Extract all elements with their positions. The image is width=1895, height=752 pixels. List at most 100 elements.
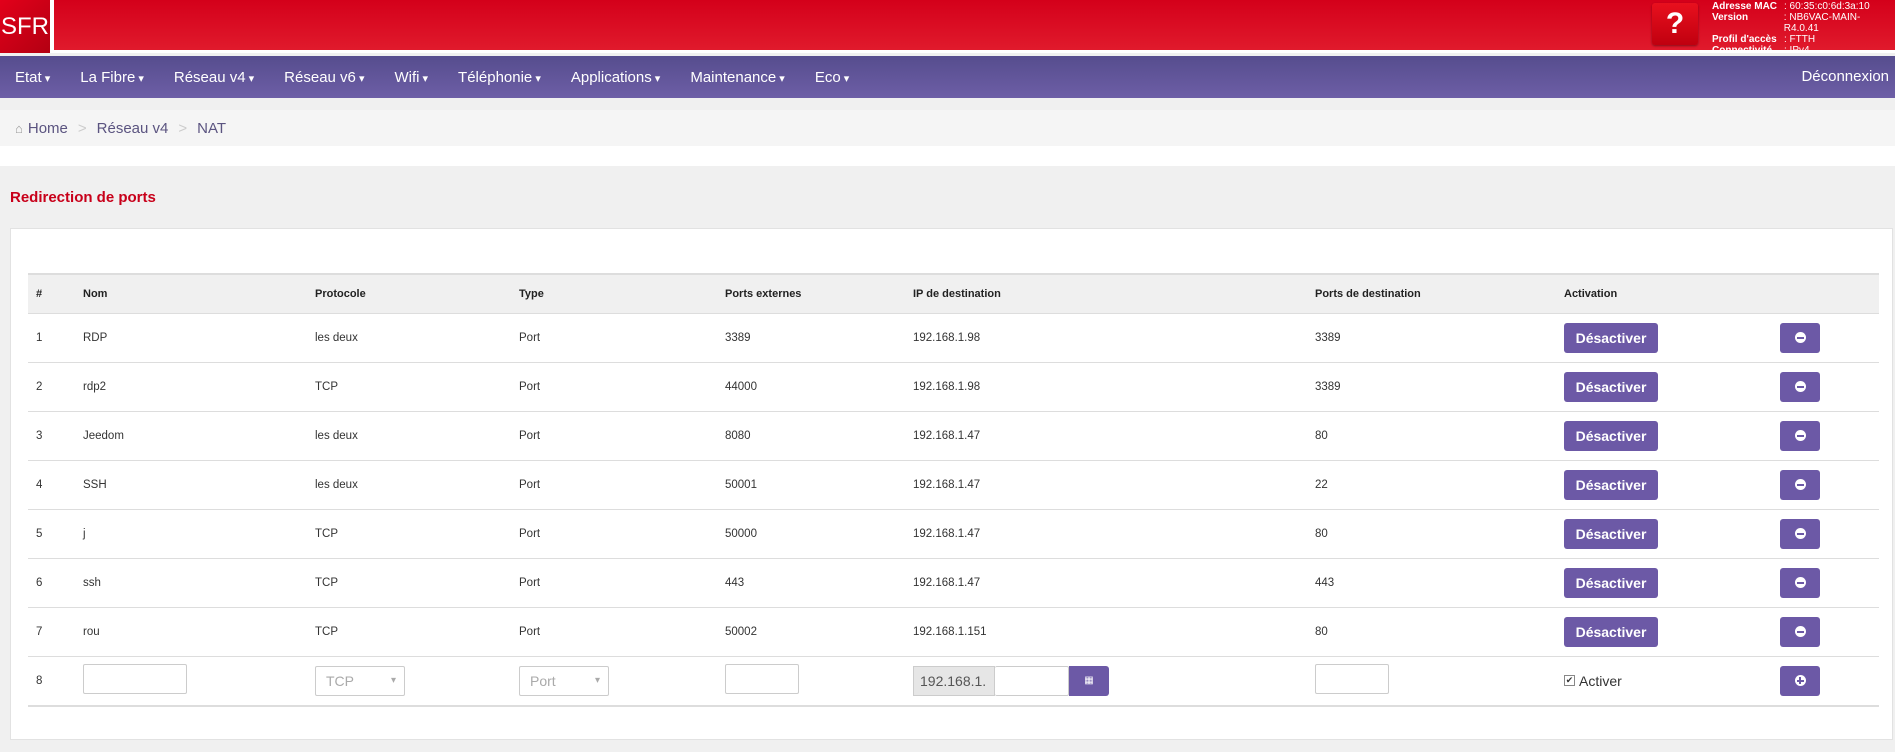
- table-row: 5 j TCP Port 50000 192.168.1.47 80 Désactiver: [28, 509, 1879, 559]
- column-header: [1780, 273, 1879, 314]
- cell: 443: [725, 558, 913, 608]
- delete-rule-button[interactable]: [1780, 518, 1820, 549]
- cell: TCP: [315, 607, 519, 657]
- cell: 8080: [725, 411, 913, 461]
- table-row: 7 rou TCP Port 50002 192.168.1.151 80 Désactive…: [28, 607, 1879, 657]
- cell: 2: [28, 362, 83, 412]
- deactivate-button[interactable]: Désactiver: [1564, 420, 1658, 451]
- cell: 192.168.1.47: [913, 411, 1315, 461]
- cell: ssh: [83, 558, 315, 608]
- help-button[interactable]: ?: [1652, 3, 1698, 45]
- logout-link[interactable]: Déconnexion: [1801, 68, 1889, 85]
- ip-suffix-input[interactable]: [995, 665, 1069, 696]
- device-grid-button[interactable]: ▦: [1069, 665, 1109, 696]
- nav-item[interactable]: Réseau v6: [269, 69, 379, 86]
- cell: Port: [519, 607, 725, 657]
- minus-circle-icon: [1794, 577, 1806, 588]
- info-row: Connectivité: IPv4: [1712, 45, 1810, 56]
- info-row: Adresse MAC: 60:35:c0:6d:3a:10: [1712, 1, 1870, 12]
- type-select[interactable]: Port: [519, 665, 609, 696]
- cell: 1: [28, 313, 83, 363]
- deactivate-button[interactable]: Désactiver: [1564, 322, 1658, 353]
- cell: 50002: [725, 607, 913, 657]
- deactivate-button[interactable]: Désactiver: [1564, 469, 1658, 500]
- table-row: 1 RDP les deux Port 3389 192.168.1.98 3389 Désa…: [28, 313, 1879, 363]
- delete-rule-button[interactable]: [1780, 567, 1820, 598]
- breadcrumb-nat: NAT: [197, 119, 227, 137]
- cell: 22: [1315, 460, 1564, 510]
- protocol-select[interactable]: TCP: [315, 665, 405, 696]
- column-header: Ports de destination: [1315, 273, 1564, 314]
- checkmark-icon: ✔: [1564, 675, 1575, 687]
- add-rule-button[interactable]: [1780, 665, 1820, 696]
- cell: RDP: [83, 313, 315, 363]
- delete-rule-button[interactable]: [1780, 469, 1820, 500]
- cell: les deux: [315, 411, 519, 461]
- column-header: Type: [519, 273, 725, 314]
- nav-item[interactable]: La Fibre: [65, 69, 159, 86]
- table-row: 3 Jeedom les deux Port 8080 192.168.1.47 80 Dés…: [28, 411, 1879, 461]
- deactivate-button[interactable]: Désactiver: [1564, 567, 1658, 598]
- nav-item[interactable]: Etat: [0, 69, 65, 86]
- cell: 50000: [725, 509, 913, 559]
- cell: 44000: [725, 362, 913, 412]
- external-ports-input[interactable]: [725, 664, 799, 695]
- nav-item[interactable]: Réseau v4: [159, 69, 269, 86]
- nav-item[interactable]: Eco: [800, 69, 864, 86]
- activate-checkbox[interactable]: ✔ Activer: [1564, 672, 1622, 689]
- cell: les deux: [315, 313, 519, 363]
- cell: 8: [28, 656, 83, 707]
- breadcrumb-home[interactable]: Home: [27, 119, 68, 137]
- plus-circle-icon: [1794, 675, 1806, 687]
- table-row: 2 rdp2 TCP Port 44000 192.168.1.98 3389 Désacti…: [28, 362, 1879, 412]
- cell: 6: [28, 558, 83, 608]
- destination-ports-input[interactable]: [1315, 664, 1389, 695]
- cell: 80: [1315, 411, 1564, 461]
- cell: Port: [519, 509, 725, 559]
- cell: 3389: [1315, 313, 1564, 363]
- cell: Port: [519, 362, 725, 412]
- delete-rule-button[interactable]: [1780, 616, 1820, 647]
- delete-rule-button[interactable]: [1780, 322, 1820, 353]
- delete-rule-button[interactable]: [1780, 420, 1820, 451]
- cell: 80: [1315, 607, 1564, 657]
- cell: 4: [28, 460, 83, 510]
- minus-circle-icon: [1794, 479, 1806, 490]
- grid-icon: ▦: [1084, 675, 1094, 687]
- cell: 7: [28, 607, 83, 657]
- nav-item[interactable]: Téléphonie: [443, 69, 556, 86]
- separator: >: [178, 119, 188, 137]
- nav-item[interactable]: Wifi: [379, 69, 443, 86]
- deactivate-button[interactable]: Désactiver: [1564, 518, 1658, 549]
- name-input[interactable]: [83, 664, 187, 695]
- cell: 3389: [725, 313, 913, 363]
- breadcrumb: ⌂ Home > Réseau v4 > NAT: [0, 110, 1895, 146]
- new-rule-row: 8 TCP Port 192.168.1. ▦ ✔Activer: [28, 656, 1879, 707]
- nav-item[interactable]: Maintenance: [675, 69, 799, 86]
- cell: TCP: [315, 558, 519, 608]
- table-row: 6 ssh TCP Port 443 192.168.1.47 443 Désactiver: [28, 558, 1879, 608]
- deactivate-button[interactable]: Désactiver: [1564, 371, 1658, 402]
- cell: SSH: [83, 460, 315, 510]
- info-row: Profil d'accès: FTTH: [1712, 34, 1816, 45]
- minus-circle-icon: [1794, 430, 1806, 441]
- nav-item[interactable]: Applications: [556, 69, 675, 86]
- deactivate-button[interactable]: Désactiver: [1564, 616, 1658, 647]
- top-header: SFR ? Adresse MAC: 60:35:c0:6d:3a:10 Vers…: [0, 0, 1895, 56]
- minus-circle-icon: [1794, 528, 1806, 539]
- sfr-logo: SFR: [0, 0, 54, 53]
- minus-circle-icon: [1794, 626, 1806, 637]
- breadcrumb-reseau-v4[interactable]: Réseau v4: [96, 119, 169, 137]
- delete-rule-button[interactable]: [1780, 371, 1820, 402]
- cell: Port: [519, 558, 725, 608]
- cell: 192.168.1.47: [913, 558, 1315, 608]
- cell: rdp2: [83, 362, 315, 412]
- cell: 80: [1315, 509, 1564, 559]
- cell: TCP: [315, 509, 519, 559]
- column-header: #: [28, 273, 83, 314]
- cell: 50001: [725, 460, 913, 510]
- home-icon: ⌂: [15, 120, 23, 136]
- cell: rou: [83, 607, 315, 657]
- cell: 192.168.1.151: [913, 607, 1315, 657]
- cell: Port: [519, 313, 725, 363]
